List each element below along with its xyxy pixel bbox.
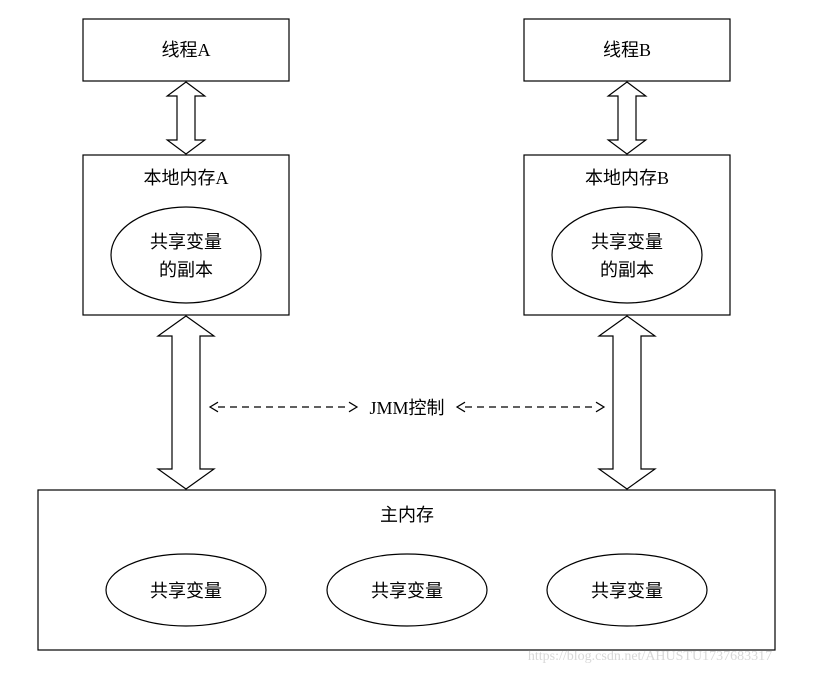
shared-var-1-label: 共享变量: [150, 581, 222, 601]
jmm-diagram: 线程A线程B本地内存A本地内存B共享变量的副本共享变量的副本主内存共享变量共享变…: [0, 0, 819, 687]
shared-var-copy-a-line1: 共享变量: [150, 232, 222, 252]
shared-var-copy-b-line1: 共享变量: [591, 232, 663, 252]
local-memory-b-title: 本地内存B: [585, 168, 669, 188]
thread-a-label: 线程A: [162, 40, 211, 60]
watermark-text: https://blog.csdn.net/AHUSTU1737683317: [528, 649, 772, 664]
local-memory-a-title: 本地内存A: [144, 168, 229, 188]
shared-var-2-label: 共享变量: [371, 581, 443, 601]
shared-var-copy-b-line2: 的副本: [600, 260, 654, 280]
shared-var-3-label: 共享变量: [591, 581, 663, 601]
main-memory-title: 主内存: [380, 505, 434, 525]
thread-b-label: 线程B: [603, 40, 651, 60]
jmm-control-label: JMM控制: [369, 398, 444, 418]
shared-var-copy-a-line2: 的副本: [159, 260, 213, 280]
